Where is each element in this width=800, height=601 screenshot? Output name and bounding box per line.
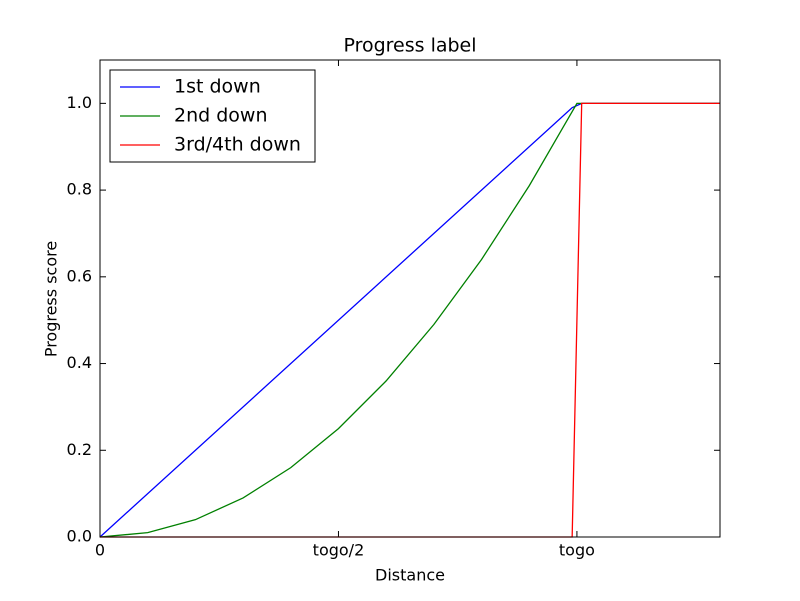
legend-label: 1st down	[174, 76, 261, 98]
chart-title: Progress label	[343, 35, 476, 57]
y-tick-label: 0.2	[67, 440, 92, 459]
y-tick-label: 1.0	[67, 93, 92, 112]
x-tick-label: 0	[95, 541, 105, 560]
plot-frame	[99, 59, 721, 538]
y-axis-label: Progress score	[42, 241, 61, 357]
y-tick-label: 0.0	[67, 527, 92, 546]
x-tick-label: togo	[559, 541, 595, 560]
x-axis-label: Distance	[375, 566, 445, 585]
x-tick-label: togo/2	[313, 541, 365, 560]
legend-label: 3rd/4th down	[174, 134, 301, 156]
y-tick-label: 0.8	[67, 180, 92, 199]
y-tick-label: 0.4	[67, 353, 92, 372]
series-line	[99, 102, 720, 538]
legend-label: 2nd down	[174, 105, 268, 127]
y-tick-label: 0.6	[67, 266, 92, 285]
